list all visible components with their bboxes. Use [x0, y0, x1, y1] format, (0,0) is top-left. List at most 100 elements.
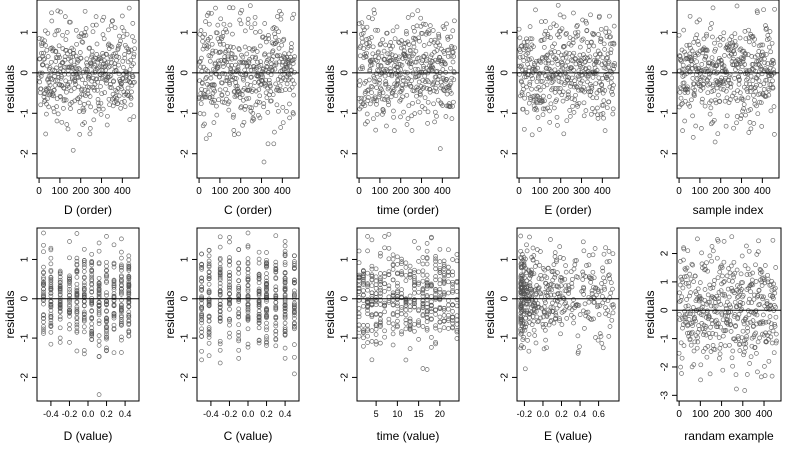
data-point [264, 309, 269, 315]
data-point [41, 50, 46, 56]
data-point [386, 269, 392, 275]
data-point [227, 255, 232, 260]
y-tick-label: 0 [500, 296, 511, 302]
data-point [450, 288, 455, 294]
data-point [707, 60, 713, 66]
data-point [598, 111, 604, 117]
x-tick-label: 0.0 [242, 409, 255, 419]
data-point [414, 23, 420, 29]
data-point [87, 94, 93, 99]
data-point [245, 230, 251, 236]
data-point [677, 85, 683, 91]
data-point [733, 42, 739, 48]
data-point [441, 271, 447, 276]
data-point [126, 276, 132, 282]
data-point [67, 309, 72, 314]
data-point [378, 41, 384, 47]
data-point [717, 269, 723, 275]
data-point [691, 91, 697, 96]
data-point [686, 42, 692, 48]
data-point [544, 53, 549, 59]
data-point [416, 269, 421, 275]
data-point [361, 303, 366, 309]
data-point [245, 243, 251, 249]
data-point [593, 52, 598, 58]
data-point [292, 263, 297, 269]
data-point [122, 42, 128, 48]
data-point [433, 296, 438, 302]
y-tick-label: 1 [180, 29, 191, 35]
data-point [753, 61, 759, 67]
data-point [411, 44, 417, 50]
data-point [81, 280, 87, 285]
data-point [390, 342, 396, 348]
data-point [206, 274, 212, 279]
data-point [88, 60, 93, 66]
data-point [395, 309, 400, 315]
data-point [535, 65, 540, 71]
data-point [273, 295, 279, 301]
data-point [236, 266, 242, 271]
y-tick-label: 1 [340, 256, 351, 262]
x-axis-label: E (order) [544, 203, 591, 217]
data-point [378, 293, 383, 299]
data-point [603, 66, 609, 71]
data-point [380, 107, 386, 113]
data-point [278, 11, 284, 17]
data-point [382, 274, 387, 279]
data-point [429, 306, 434, 312]
data-point [126, 329, 132, 335]
data-point [518, 345, 524, 351]
data-point [407, 293, 413, 299]
data-point [71, 86, 77, 91]
data-point [126, 263, 132, 269]
data-point [230, 31, 235, 37]
data-point [119, 236, 124, 242]
data-point [553, 23, 559, 29]
data-point [437, 259, 443, 264]
data-point [734, 120, 739, 126]
data-point [74, 319, 80, 325]
data-point [604, 34, 610, 39]
data-point [82, 30, 88, 36]
data-point [41, 329, 46, 334]
data-point [441, 289, 447, 295]
data-point [61, 85, 66, 91]
data-point [405, 116, 411, 121]
data-point [429, 316, 434, 322]
data-point [206, 288, 212, 293]
data-point [744, 372, 750, 377]
x-tick-label: 100 [692, 409, 709, 420]
data-point [284, 109, 289, 114]
data-point [81, 287, 87, 293]
data-point [416, 337, 421, 342]
data-point [610, 106, 616, 112]
data-point [611, 23, 617, 29]
data-point [220, 30, 226, 35]
data-point [228, 44, 233, 50]
data-point [589, 291, 595, 296]
data-point [438, 101, 444, 107]
data-point [237, 91, 243, 97]
data-point [119, 267, 124, 273]
data-point [430, 65, 436, 71]
data-point [104, 336, 109, 342]
data-point [727, 97, 733, 103]
data-point [408, 84, 414, 89]
data-point [282, 277, 288, 283]
data-point [598, 26, 604, 32]
data-point [696, 42, 701, 47]
data-point [292, 291, 297, 296]
data-point [104, 280, 109, 285]
data-point [119, 334, 124, 340]
data-point [446, 247, 451, 253]
data-point [417, 69, 423, 75]
data-point [720, 333, 726, 339]
data-point [577, 44, 583, 50]
data-point [48, 314, 54, 319]
data-point [119, 289, 124, 295]
data-point [65, 126, 71, 132]
data-point [231, 89, 237, 95]
data-point [743, 112, 748, 118]
